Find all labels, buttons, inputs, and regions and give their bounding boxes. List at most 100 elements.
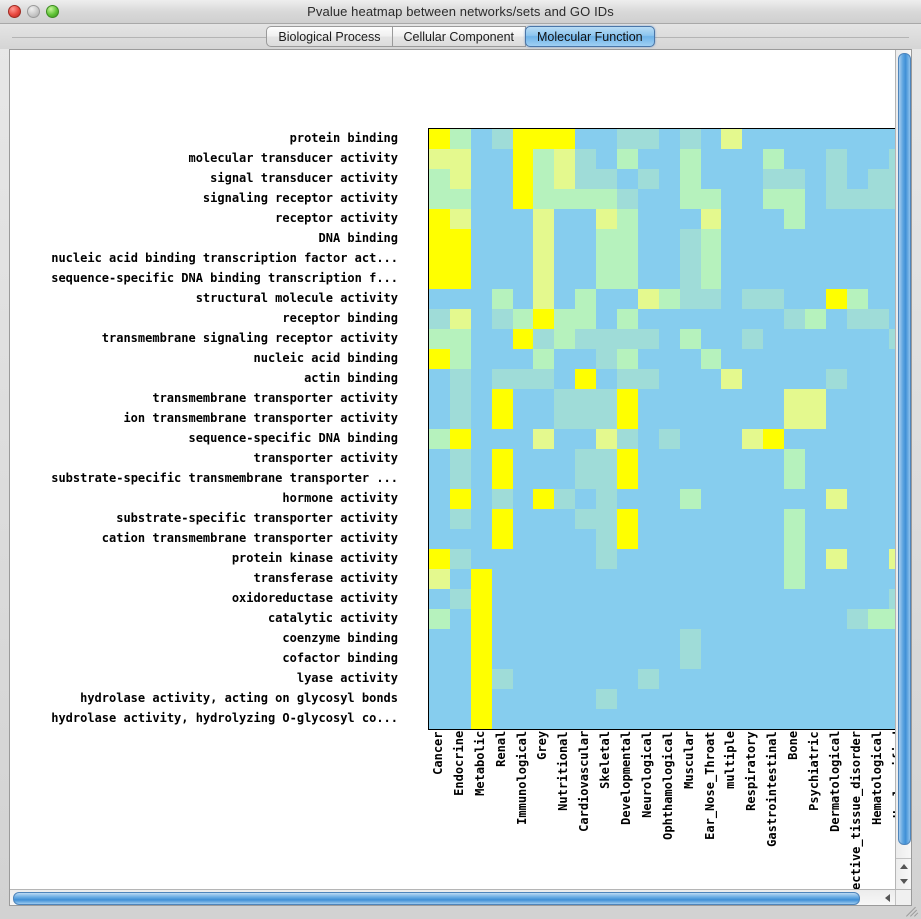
heatmap-cell[interactable] xyxy=(575,429,597,449)
heatmap-cell[interactable] xyxy=(805,489,826,509)
heatmap-cell[interactable] xyxy=(763,629,785,649)
heatmap-cell[interactable] xyxy=(679,269,701,289)
heatmap-cell[interactable] xyxy=(658,409,680,429)
heatmap-cell[interactable] xyxy=(867,189,889,209)
heatmap-cell[interactable] xyxy=(888,329,895,349)
heatmap-cell[interactable] xyxy=(888,509,895,529)
heatmap-cell[interactable] xyxy=(700,549,722,569)
heatmap-cell[interactable] xyxy=(637,369,659,389)
heatmap-cell[interactable] xyxy=(825,609,847,629)
heatmap-cell[interactable] xyxy=(637,569,659,589)
heatmap-cell[interactable] xyxy=(596,189,618,209)
tab-molecular-function[interactable]: Molecular Function xyxy=(525,26,655,47)
heatmap-cell[interactable] xyxy=(491,509,513,529)
horizontal-scrollbar[interactable] xyxy=(10,889,911,905)
heatmap-cell[interactable] xyxy=(867,509,889,529)
heatmap-cell[interactable] xyxy=(721,469,743,489)
heatmap-cell[interactable] xyxy=(805,269,826,289)
heatmap-cell[interactable] xyxy=(700,649,722,669)
heatmap-cell[interactable] xyxy=(512,629,534,649)
heatmap-cell[interactable] xyxy=(700,569,722,589)
heatmap-cell[interactable] xyxy=(491,709,513,729)
heatmap-cell[interactable] xyxy=(617,629,638,649)
heatmap-cell[interactable] xyxy=(533,569,555,589)
heatmap-cell[interactable] xyxy=(470,449,492,469)
heatmap-cell[interactable] xyxy=(554,589,576,609)
heatmap-cell[interactable] xyxy=(888,549,895,569)
heatmap-cell[interactable] xyxy=(867,289,889,309)
heatmap-cell[interactable] xyxy=(763,129,785,149)
heatmap-cell[interactable] xyxy=(637,409,659,429)
heatmap-cell[interactable] xyxy=(763,709,785,729)
heatmap-cell[interactable] xyxy=(805,709,826,729)
heatmap-cell[interactable] xyxy=(637,149,659,169)
heatmap-cell[interactable] xyxy=(449,669,471,689)
heatmap-cell[interactable] xyxy=(846,289,868,309)
heatmap-cell[interactable] xyxy=(491,389,513,409)
heatmap-cell[interactable] xyxy=(637,449,659,469)
heatmap-cell[interactable] xyxy=(429,209,450,229)
heatmap-cell[interactable] xyxy=(617,269,638,289)
heatmap-cell[interactable] xyxy=(784,249,806,269)
heatmap-cell[interactable] xyxy=(491,149,513,169)
heatmap-cell[interactable] xyxy=(700,249,722,269)
heatmap-cell[interactable] xyxy=(512,529,534,549)
heatmap-cell[interactable] xyxy=(617,449,638,469)
heatmap-cell[interactable] xyxy=(596,529,618,549)
heatmap-cell[interactable] xyxy=(512,429,534,449)
heatmap-cell[interactable] xyxy=(700,149,722,169)
heatmap-cell[interactable] xyxy=(575,629,597,649)
heatmap-cell[interactable] xyxy=(533,309,555,329)
heatmap-cell[interactable] xyxy=(617,529,638,549)
heatmap-cell[interactable] xyxy=(637,169,659,189)
heatmap-cell[interactable] xyxy=(449,369,471,389)
heatmap-cell[interactable] xyxy=(679,469,701,489)
heatmap-cell[interactable] xyxy=(658,629,680,649)
heatmap-cell[interactable] xyxy=(429,689,450,709)
heatmap-cell[interactable] xyxy=(805,189,826,209)
heatmap-cell[interactable] xyxy=(721,509,743,529)
heatmap-cell[interactable] xyxy=(721,549,743,569)
heatmap-cell[interactable] xyxy=(867,609,889,629)
heatmap-cell[interactable] xyxy=(429,149,450,169)
heatmap-cell[interactable] xyxy=(533,429,555,449)
heatmap-cell[interactable] xyxy=(429,569,450,589)
heatmap-cell[interactable] xyxy=(575,649,597,669)
heatmap-cell[interactable] xyxy=(679,169,701,189)
heatmap-cell[interactable] xyxy=(596,669,618,689)
heatmap-cell[interactable] xyxy=(742,449,764,469)
heatmap-cell[interactable] xyxy=(700,409,722,429)
heatmap-cell[interactable] xyxy=(658,529,680,549)
heatmap-cell[interactable] xyxy=(784,149,806,169)
heatmap-cell[interactable] xyxy=(470,629,492,649)
heatmap-cell[interactable] xyxy=(512,409,534,429)
heatmap-cell[interactable] xyxy=(512,469,534,489)
heatmap-cell[interactable] xyxy=(429,629,450,649)
heatmap-cell[interactable] xyxy=(554,129,576,149)
heatmap-cell[interactable] xyxy=(867,689,889,709)
heatmap-cell[interactable] xyxy=(784,709,806,729)
heatmap-cell[interactable] xyxy=(470,389,492,409)
heatmap-cell[interactable] xyxy=(470,329,492,349)
heatmap-cell[interactable] xyxy=(596,129,618,149)
heatmap-cell[interactable] xyxy=(846,129,868,149)
heatmap-cell[interactable] xyxy=(700,589,722,609)
heatmap-cell[interactable] xyxy=(449,489,471,509)
heatmap-cell[interactable] xyxy=(846,629,868,649)
heatmap-cell[interactable] xyxy=(721,269,743,289)
heatmap-cell[interactable] xyxy=(512,129,534,149)
close-icon[interactable] xyxy=(8,5,21,18)
heatmap-cell[interactable] xyxy=(429,589,450,609)
heatmap-cell[interactable] xyxy=(888,209,895,229)
heatmap-cell[interactable] xyxy=(721,309,743,329)
heatmap-cell[interactable] xyxy=(784,349,806,369)
heatmap-cell[interactable] xyxy=(575,289,597,309)
heatmap-cell[interactable] xyxy=(721,489,743,509)
heatmap-cell[interactable] xyxy=(867,529,889,549)
heatmap-cell[interactable] xyxy=(700,489,722,509)
heatmap-cell[interactable] xyxy=(575,569,597,589)
heatmap-cell[interactable] xyxy=(429,549,450,569)
heatmap-cell[interactable] xyxy=(846,529,868,549)
heatmap-cell[interactable] xyxy=(742,489,764,509)
heatmap-cell[interactable] xyxy=(470,349,492,369)
